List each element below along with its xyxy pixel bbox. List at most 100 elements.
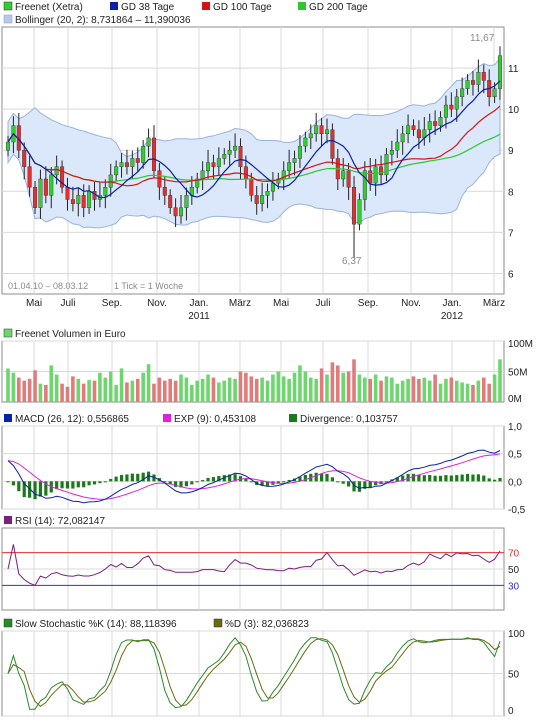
divergence-bar: [55, 481, 59, 490]
divergence-bar: [87, 481, 91, 486]
divergence-bar: [325, 473, 329, 482]
divergence-histogram: [6, 471, 502, 500]
volume-bars: [6, 359, 502, 402]
candle-body: [222, 154, 227, 159]
candle-body: [249, 178, 254, 196]
candle: [5, 135, 10, 157]
legend-volume: Freenet Volumen in Euro: [15, 329, 126, 340]
volume-bar: [281, 376, 286, 402]
divergence-bar: [471, 474, 475, 482]
volume-bar: [125, 382, 129, 402]
legend-gd38: GD 38 Tage: [121, 2, 175, 13]
candle-body: [460, 88, 465, 98]
divergence-bar: [211, 477, 216, 482]
candle-body: [151, 137, 156, 171]
volume-bar: [417, 378, 421, 402]
candle-body: [206, 162, 211, 171]
legend-stoch-k: Slow Stochastic %K (14): 88,118396: [15, 619, 177, 630]
volume-bar: [492, 374, 497, 402]
divergence-bar: [228, 474, 232, 482]
volume-bar: [438, 383, 443, 402]
exp-line: [7, 453, 501, 500]
candle-body: [443, 104, 448, 118]
candle: [443, 95, 448, 129]
divergence-bar: [114, 476, 118, 482]
volume-bar: [254, 378, 259, 402]
candle: [303, 131, 308, 153]
divergence-bar: [428, 475, 432, 482]
volume-bar: [308, 377, 313, 402]
volume-bar: [6, 368, 10, 402]
candle: [362, 161, 367, 211]
candle-body: [346, 170, 351, 188]
candle: [465, 74, 470, 95]
month-label: Juli: [60, 298, 75, 309]
divergence-bar: [347, 481, 351, 487]
macd-panel: 1,0 0,5 0,0 -0,5: [1, 422, 526, 516]
divergence-bar: [103, 481, 107, 483]
volume-bar: [487, 383, 491, 402]
divergence-bar: [201, 480, 205, 482]
divergence-bar: [303, 474, 307, 482]
candle-body: [362, 170, 367, 200]
divergence-bar: [125, 474, 129, 482]
divergence-bar: [184, 481, 189, 487]
divergence-bar: [401, 475, 405, 482]
candle-body: [5, 141, 10, 151]
candle-body: [130, 158, 135, 167]
divergence-bar: [395, 477, 399, 482]
divergence-bar: [6, 481, 10, 483]
volume-bar: [465, 383, 470, 402]
candle-body: [389, 150, 394, 155]
legend-gd100: GD 100 Tage: [213, 2, 272, 13]
candle-body: [200, 170, 205, 180]
divergence-bar: [406, 474, 410, 482]
volume-bar: [379, 380, 383, 402]
divergence-bar: [417, 474, 421, 482]
candle-body: [384, 154, 389, 176]
candle-body: [314, 125, 319, 135]
volume-bar: [368, 378, 373, 402]
candle-body: [352, 186, 357, 225]
volume-bar: [314, 378, 318, 402]
candle: [238, 138, 243, 180]
volume-bar: [92, 380, 97, 402]
divergence-bar: [411, 473, 416, 482]
tick-label: 1 Tick = 1 Woche: [114, 281, 183, 291]
divergence-bar: [249, 481, 253, 483]
divergence-bar: [438, 475, 443, 482]
month-label: Nov.: [147, 298, 167, 309]
volume-bar: [44, 384, 48, 402]
candle-body: [395, 141, 400, 151]
volume-bar: [357, 374, 362, 402]
candle: [33, 181, 38, 214]
candle: [60, 160, 65, 194]
divergence-bar: [17, 481, 21, 492]
candle-body: [492, 88, 497, 98]
divergence-bar: [498, 477, 502, 482]
volume-bar: [400, 380, 405, 402]
macd-frame: [1, 425, 505, 510]
divergence-bar: [119, 474, 124, 482]
month-label: März: [483, 298, 505, 309]
legend-stoch-d: %D (3): 82,036823: [225, 619, 309, 630]
volume-bar: [71, 376, 75, 402]
candle: [151, 125, 156, 179]
candle: [70, 186, 75, 212]
divergence-swatch: [289, 414, 297, 422]
divergence-bar: [195, 481, 199, 483]
candle-body: [308, 133, 313, 139]
candle: [498, 46, 503, 100]
candle-body: [341, 170, 346, 180]
candle: [146, 128, 151, 158]
volume-bar: [17, 377, 21, 402]
candle-body: [103, 186, 108, 196]
candle-body: [227, 150, 232, 155]
candle-body: [465, 80, 470, 89]
divergence-bar: [352, 481, 356, 492]
divergence-bar: [465, 473, 470, 482]
divergence-bar: [482, 475, 486, 482]
volume-bar: [33, 370, 37, 402]
candle: [481, 64, 486, 94]
